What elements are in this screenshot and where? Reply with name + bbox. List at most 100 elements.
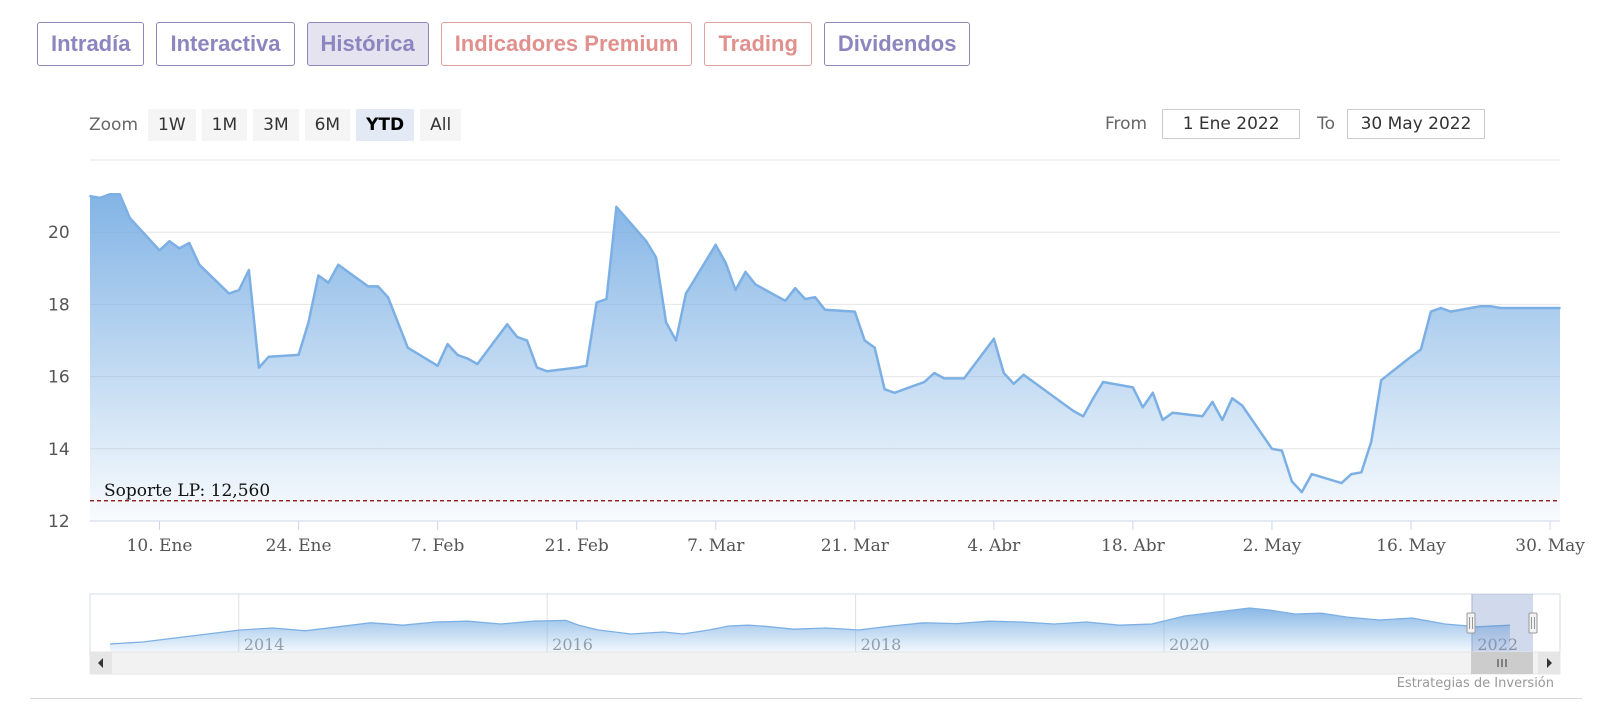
data-point [893, 391, 896, 394]
zoom-3m-button[interactable]: 3M [253, 109, 299, 141]
data-point [188, 241, 191, 245]
data-point [1290, 480, 1294, 483]
scrollbar-track [89, 651, 1561, 675]
zoom-1m-button[interactable]: 1M [201, 109, 248, 141]
y-tick-label: 12 [48, 512, 70, 532]
data-point [1131, 386, 1135, 389]
y-tick-label: 18 [48, 295, 70, 315]
data-point [128, 216, 131, 219]
data-point [1141, 406, 1145, 409]
data-point [396, 321, 400, 324]
x-tick-label: 4. Abr [967, 536, 1021, 556]
data-point [823, 308, 827, 311]
data-point [992, 337, 996, 340]
tab-interactiva[interactable]: Interactiva [156, 22, 295, 66]
data-point [506, 323, 509, 326]
data-point [1022, 373, 1025, 376]
data-point [257, 366, 261, 369]
tab-historica[interactable]: Histórica [306, 22, 429, 66]
annotation-layer: Soporte LP: 12,560 [90, 481, 1560, 502]
data-point [1171, 411, 1174, 414]
data-point [1360, 471, 1363, 474]
data-point [436, 364, 439, 367]
data-point [595, 301, 598, 304]
data-point [376, 285, 380, 288]
tab-dividendos[interactable]: Dividendos [823, 22, 971, 66]
tab-indicadores-premium[interactable]: Indicadores Premium [440, 22, 693, 66]
navigator-handle [1466, 612, 1476, 634]
navigator-area [110, 608, 1510, 652]
data-point [446, 342, 449, 346]
arrow-left-icon [98, 658, 103, 668]
data-point [1092, 397, 1095, 400]
data-point [605, 297, 608, 301]
data-point [883, 388, 886, 391]
data-point [237, 288, 241, 292]
data-point [1101, 380, 1105, 384]
data-point [1032, 380, 1035, 384]
data-point [1340, 481, 1343, 485]
data-point [98, 196, 102, 200]
date-range: From 1 Ene 2022 To 30 May 2022 [1105, 109, 1486, 139]
data-point [198, 263, 201, 266]
area-layer [88, 193, 1562, 522]
y-tick-label: 16 [48, 368, 70, 388]
data-point [1380, 379, 1383, 382]
data-point [1012, 382, 1015, 385]
data-point [545, 370, 549, 373]
data-point [88, 194, 92, 198]
data-point [366, 285, 370, 288]
from-label: From [1105, 114, 1148, 134]
data-point [1429, 310, 1433, 313]
from-date-input[interactable]: 1 Ene 2022 [1162, 109, 1301, 139]
data-point [1002, 371, 1005, 375]
tab-intradia[interactable]: Intradía [37, 22, 145, 66]
data-point [734, 288, 737, 292]
data-point [873, 346, 876, 349]
zoom-1w-button[interactable]: 1W [148, 109, 196, 141]
data-point [476, 362, 479, 366]
navigator[interactable]: 20142016201820202022 [89, 593, 1561, 675]
data-point [585, 364, 588, 367]
data-point [684, 292, 688, 295]
data-point [1419, 348, 1423, 351]
data-point [933, 371, 936, 375]
data-point [1062, 402, 1065, 405]
data-point [1241, 404, 1244, 407]
data-point [853, 310, 856, 313]
y-tick-label: 20 [48, 223, 70, 243]
data-point [297, 353, 300, 357]
zoom-6m-button[interactable]: 6M [304, 109, 351, 141]
data-point [1072, 409, 1075, 413]
data-point [1300, 490, 1304, 494]
data-point [952, 377, 956, 380]
data-point [158, 249, 161, 252]
x-tick-label: 7. Feb [411, 536, 465, 556]
data-point [1310, 472, 1313, 476]
data-point [863, 339, 866, 342]
tab-trading[interactable]: Trading [704, 22, 812, 66]
data-point [1558, 306, 1562, 310]
data-point [1211, 400, 1214, 404]
x-tick-label: 21. Feb [545, 536, 609, 556]
data-point [406, 346, 409, 349]
zoom-all-button[interactable]: All [420, 109, 462, 141]
data-point [1350, 472, 1353, 476]
zoom-ytd-button[interactable]: YTD [356, 109, 415, 141]
zoom-selector: Zoom 1W 1M 3M 6M YTD All [89, 109, 462, 141]
data-point [466, 357, 469, 360]
data-point [1439, 306, 1443, 310]
data-point [1221, 418, 1224, 422]
data-point [247, 268, 251, 272]
data-point [525, 339, 529, 342]
x-tick-label: 21. Mar [821, 536, 890, 556]
to-date-input[interactable]: 30 May 2022 [1347, 109, 1486, 139]
tab-bar: Intradía Interactiva Histórica Indicador… [37, 22, 971, 66]
data-point [535, 366, 539, 369]
divider [30, 698, 1582, 699]
arrow-right-icon [1547, 658, 1552, 668]
data-point [1409, 355, 1413, 358]
navigator-handle [1528, 612, 1538, 634]
data-point [575, 366, 578, 369]
